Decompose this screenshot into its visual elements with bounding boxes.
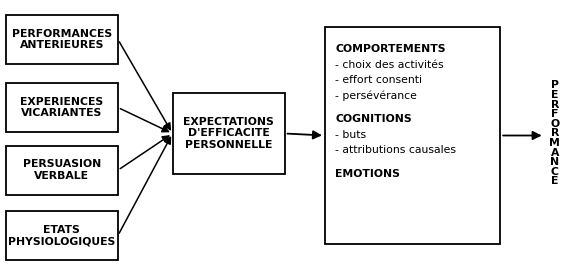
Text: EXPECTATIONS
D'EFFICACITE
PERSONNELLE: EXPECTATIONS D'EFFICACITE PERSONNELLE <box>183 117 274 150</box>
Bar <box>6 211 118 260</box>
Text: P
E
R
F
O
R
M
A
N
C
E: P E R F O R M A N C E <box>550 80 560 187</box>
Bar <box>6 146 118 195</box>
Text: - choix des activités: - choix des activités <box>335 60 444 70</box>
Text: PERFORMANCES
ANTERIEURES: PERFORMANCES ANTERIEURES <box>12 29 112 50</box>
Text: - effort consenti: - effort consenti <box>335 75 422 85</box>
Bar <box>6 83 118 132</box>
Text: - attributions causales: - attributions causales <box>335 145 456 155</box>
Text: ETATS
PHYSIOLOGIQUES: ETATS PHYSIOLOGIQUES <box>8 225 116 246</box>
Text: EMOTIONS: EMOTIONS <box>335 169 400 179</box>
Text: COMPORTEMENTS: COMPORTEMENTS <box>335 44 446 54</box>
Bar <box>325 27 500 244</box>
Text: - buts: - buts <box>335 130 366 140</box>
Bar <box>172 93 285 174</box>
Bar <box>6 15 118 64</box>
Text: - persévérance: - persévérance <box>335 91 417 101</box>
Text: PERSUASION
VERBALE: PERSUASION VERBALE <box>22 159 101 181</box>
Text: EXPERIENCES
VICARIANTES: EXPERIENCES VICARIANTES <box>20 97 104 118</box>
Text: COGNITIONS: COGNITIONS <box>335 114 412 124</box>
